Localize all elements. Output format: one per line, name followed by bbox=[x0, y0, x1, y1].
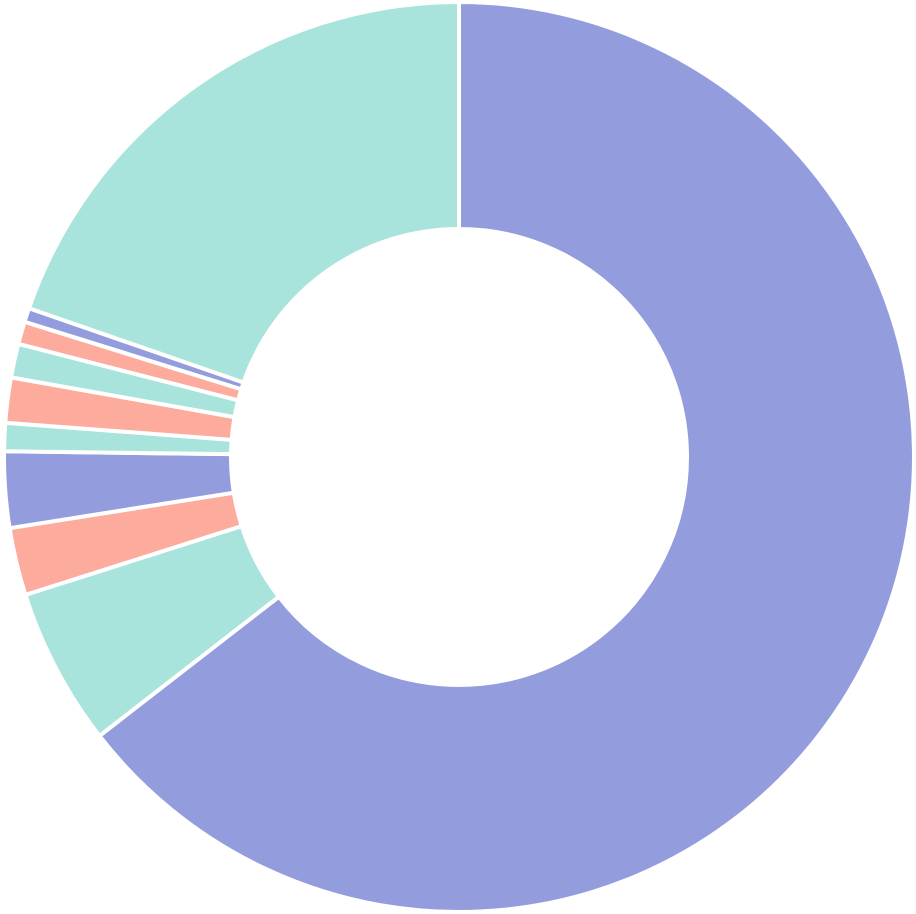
donut-slice bbox=[26, 0, 461, 385]
donut-slice bbox=[97, 0, 916, 914]
